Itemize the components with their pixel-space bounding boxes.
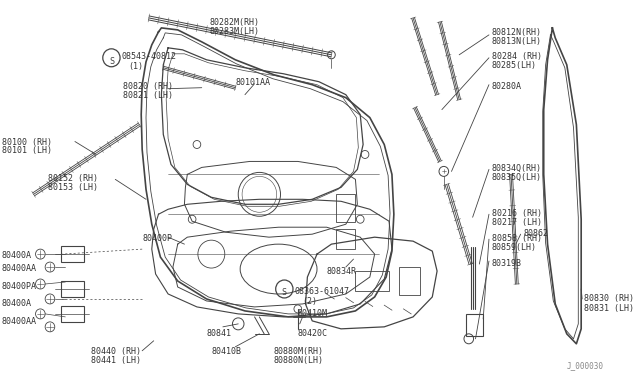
Text: 08543-40812: 08543-40812: [122, 52, 177, 61]
Text: 80841: 80841: [207, 329, 232, 338]
Text: 80821 (LH): 80821 (LH): [123, 91, 173, 100]
Text: 08363-61047: 08363-61047: [295, 287, 350, 296]
Bar: [61, 306, 84, 322]
Bar: [355, 271, 389, 291]
Text: 80100 (RH): 80100 (RH): [2, 138, 52, 147]
Text: 80812N(RH): 80812N(RH): [492, 28, 542, 37]
Text: 80319B: 80319B: [492, 259, 522, 268]
Text: 80880M(RH): 80880M(RH): [274, 347, 324, 356]
Text: 80400PA: 80400PA: [2, 282, 37, 291]
Bar: [61, 246, 84, 262]
Text: 80859(LH): 80859(LH): [492, 243, 537, 252]
Bar: [399, 267, 420, 295]
Text: 80834R: 80834R: [326, 267, 356, 276]
Text: 80441 (LH): 80441 (LH): [92, 356, 141, 365]
Text: (1): (1): [128, 62, 143, 71]
Text: 80217 (LH): 80217 (LH): [492, 218, 542, 227]
Text: 80153 (LH): 80153 (LH): [48, 183, 98, 192]
Text: 80216 (RH): 80216 (RH): [492, 209, 542, 218]
Text: 80420C: 80420C: [298, 329, 328, 338]
Text: 80834Q(RH): 80834Q(RH): [492, 164, 542, 173]
Text: 80858 (RH): 80858 (RH): [492, 234, 542, 243]
Text: 80400AA: 80400AA: [2, 317, 37, 326]
Text: 80101AA: 80101AA: [236, 78, 270, 87]
Text: 80400P: 80400P: [142, 234, 172, 243]
Text: 80101 (LH): 80101 (LH): [2, 147, 52, 155]
Text: 80400AA: 80400AA: [2, 264, 37, 273]
Text: 80831 (LH): 80831 (LH): [584, 304, 634, 313]
Text: 80283M(LH): 80283M(LH): [209, 27, 259, 36]
Text: 80284 (RH): 80284 (RH): [492, 52, 542, 61]
Text: 80410B: 80410B: [211, 347, 241, 356]
Bar: [61, 281, 84, 297]
Text: 80830 (RH): 80830 (RH): [584, 294, 634, 303]
Text: 80285(LH): 80285(LH): [492, 61, 537, 70]
Text: 80400A: 80400A: [2, 299, 32, 308]
Bar: [466, 314, 483, 336]
Text: 80410M: 80410M: [298, 309, 328, 318]
Text: S: S: [282, 288, 287, 298]
Text: 80282M(RH): 80282M(RH): [209, 18, 259, 27]
Text: 80813N(LH): 80813N(LH): [492, 37, 542, 46]
Bar: [336, 229, 355, 249]
Text: S: S: [109, 57, 114, 66]
Text: 80440 (RH): 80440 (RH): [92, 347, 141, 356]
Bar: [336, 194, 355, 222]
Text: (2): (2): [303, 297, 317, 306]
Text: 80880N(LH): 80880N(LH): [274, 356, 324, 365]
Text: 80280A: 80280A: [492, 82, 522, 91]
Text: 80835Q(LH): 80835Q(LH): [492, 173, 542, 182]
Text: J_000030: J_000030: [566, 361, 604, 370]
Text: 80152 (RH): 80152 (RH): [48, 174, 98, 183]
Text: 80862: 80862: [524, 229, 548, 238]
Text: 80400A: 80400A: [2, 251, 32, 260]
Text: 80820 (RH): 80820 (RH): [123, 82, 173, 91]
